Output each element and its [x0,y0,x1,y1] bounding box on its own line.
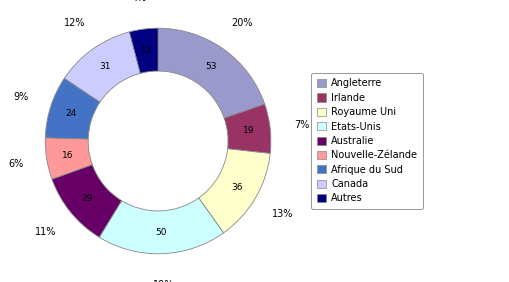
Wedge shape [52,165,121,237]
Text: 6%: 6% [8,159,23,169]
Text: 9%: 9% [13,92,28,102]
Wedge shape [45,138,92,179]
Text: 53: 53 [205,62,216,71]
Wedge shape [64,32,140,102]
Wedge shape [45,78,100,139]
Wedge shape [129,28,158,73]
Text: 7%: 7% [293,120,308,130]
Text: 31: 31 [99,62,110,71]
Text: 19: 19 [243,126,254,135]
Wedge shape [158,28,264,118]
Text: 16: 16 [62,151,73,160]
Text: 12%: 12% [64,18,85,28]
Text: 29: 29 [81,194,93,203]
Text: 24: 24 [65,109,76,118]
Wedge shape [99,198,223,254]
Wedge shape [224,104,270,153]
Text: 19%: 19% [152,280,174,282]
Text: 36: 36 [231,183,242,192]
Text: 20%: 20% [231,18,252,28]
Legend: Angleterre, Irlande, Royaume Uni, Etats-Unis, Australie, Nouvelle-Zélande, Afriq: Angleterre, Irlande, Royaume Uni, Etats-… [310,73,422,209]
Text: 50: 50 [155,228,167,237]
Text: 4%: 4% [132,0,147,3]
Text: 13%: 13% [271,209,293,219]
Text: 11%: 11% [35,227,56,237]
Text: 11: 11 [140,46,152,55]
Wedge shape [199,149,270,233]
